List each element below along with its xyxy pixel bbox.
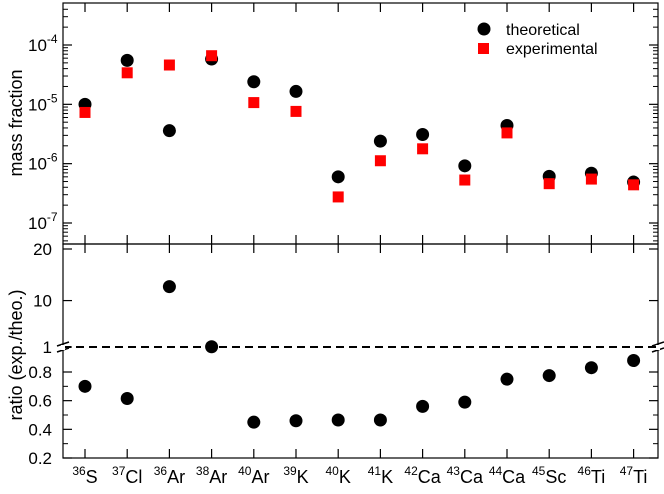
- legend-marker-theoretical: [477, 22, 491, 36]
- bottom-y-axis-title: ratio (exp./theo.): [6, 289, 26, 420]
- x-tick-label: 40Ar: [238, 464, 269, 487]
- x-tick-labels: 36S 37Cl 36Ar 38Ar 40Ar 39K 40K 41K 42Ca 43Ca 44Ca…: [72, 464, 647, 487]
- top-y-tick-label: 10-5: [28, 91, 58, 114]
- theoretical-point: [458, 159, 472, 173]
- theoretical-point: [373, 134, 387, 148]
- ratio-point: [416, 399, 430, 413]
- ratio-point: [205, 340, 219, 354]
- ratio-point: [542, 369, 556, 383]
- x-ticks: [84, 3, 635, 458]
- bottom-y-tick-label: 0.4: [28, 420, 52, 439]
- experimental-point: [459, 174, 471, 186]
- experimental-point: [121, 67, 133, 79]
- ratio-point: [458, 395, 472, 409]
- top-y-tick-label: 10-4: [28, 32, 58, 55]
- experimental-point: [501, 127, 513, 139]
- legend-label-theoretical: theoretical: [506, 22, 580, 39]
- experimental-point: [332, 191, 344, 203]
- experimental-point: [374, 155, 386, 167]
- ratio-point: [78, 379, 92, 393]
- top-y-tick-label: 10-6: [28, 151, 58, 174]
- x-tick-label: 41K: [368, 464, 393, 487]
- bottom-y-tick-label: 1: [43, 338, 52, 357]
- x-tick-label: 42Ca: [404, 464, 441, 487]
- legend: theoretical experimental: [477, 22, 598, 58]
- theoretical-point: [120, 53, 134, 67]
- top-y-ticks: 10-4 10-5 10-6 10-7: [28, 8, 658, 242]
- x-tick-label: 44Ca: [489, 464, 526, 487]
- theoretical-point: [416, 128, 430, 142]
- ratio-point: [373, 413, 387, 427]
- experimental-point: [163, 59, 175, 71]
- bottom-y-ticks: 20 10 1 0.8 0.6 0.4 0.2: [28, 240, 658, 468]
- ratio-point: [331, 413, 345, 427]
- experimental-point: [628, 179, 640, 191]
- legend-marker-experimental: [478, 43, 489, 54]
- legend-label-experimental: experimental: [506, 41, 598, 58]
- axis-break-right-gap: [656, 345, 660, 350]
- experimental-point: [206, 50, 218, 62]
- bottom-y-tick-label: 0.2: [28, 449, 52, 468]
- x-tick-label: 37Cl: [112, 464, 142, 487]
- theoretical-point: [162, 124, 176, 138]
- x-tick-label: 39K: [283, 464, 308, 487]
- top-y-tick-label: 10-7: [28, 210, 58, 233]
- bottom-y-tick-label: 0.8: [28, 363, 52, 382]
- ratio-point: [247, 415, 261, 429]
- ratio-point: [120, 392, 134, 406]
- experimental-point: [248, 97, 260, 109]
- bottom-y-tick-label: 10: [33, 292, 52, 311]
- ratio-point: [584, 361, 598, 375]
- bottom-panel-frame: [62, 243, 659, 459]
- theoretical-point: [331, 170, 345, 184]
- x-tick-label: 36Ar: [154, 464, 185, 487]
- ratio-point: [627, 354, 641, 368]
- bottom-panel-marks: [78, 280, 641, 429]
- top-panel-marks: [78, 50, 641, 203]
- ratio-point: [289, 414, 303, 428]
- experimental-point: [543, 178, 555, 190]
- bottom-y-tick-label: 20: [33, 240, 52, 259]
- x-tick-label: 45Sc: [532, 464, 566, 487]
- x-tick-label: 47Ti: [620, 464, 648, 487]
- experimental-point: [417, 143, 429, 155]
- top-y-axis-title: mass fraction: [6, 69, 26, 176]
- experimental-point: [585, 173, 597, 185]
- ratio-point: [500, 372, 514, 386]
- x-tick-label: 46Ti: [578, 464, 606, 487]
- axis-break-left-gap: [61, 345, 65, 350]
- x-tick-label: 38Ar: [196, 464, 227, 487]
- theoretical-point: [247, 75, 261, 89]
- experimental-point: [79, 106, 91, 118]
- x-tick-label: 36S: [72, 464, 97, 487]
- experimental-point: [290, 105, 302, 117]
- x-tick-label: 40K: [326, 464, 351, 487]
- bottom-y-tick-label: 0.6: [28, 392, 52, 411]
- theoretical-point: [289, 84, 303, 98]
- top-panel-frame: [62, 2, 659, 245]
- x-tick-label: 43Ca: [447, 464, 484, 487]
- ratio-point: [162, 280, 176, 294]
